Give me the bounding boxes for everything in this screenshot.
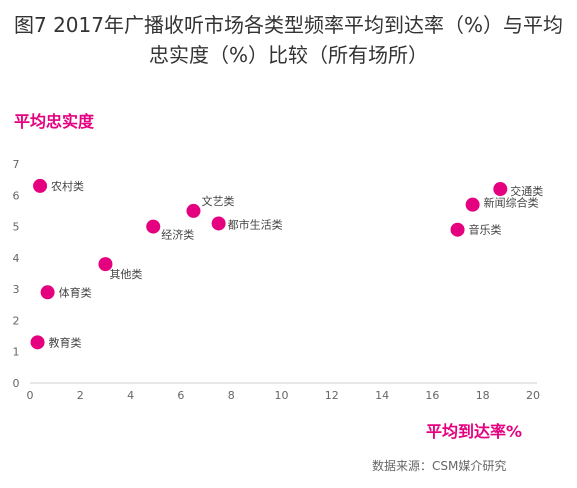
y-tick-label: 2 — [13, 314, 20, 327]
x-tick-label: 6 — [177, 389, 184, 402]
chart-title-line-2: 忠实度（%）比较（所有场所） — [148, 43, 428, 67]
chart-title-line-1: 图7 2017年广播收听市场各类型频率平均到达率（%）与平均 — [14, 13, 563, 37]
data-point-label: 体育类 — [59, 285, 92, 299]
x-tick-label: 12 — [325, 389, 339, 402]
data-point — [493, 182, 508, 197]
x-axis-label: 平均到达率% — [426, 422, 523, 441]
x-tick-label: 0 — [27, 389, 34, 402]
x-tick-label: 2 — [77, 389, 84, 402]
x-tick-label: 16 — [425, 389, 439, 402]
y-tick-label: 0 — [13, 377, 20, 390]
data-point — [211, 216, 226, 231]
data-point — [465, 197, 480, 212]
data-source-note: 数据来源：CSM媒介研究 — [372, 459, 507, 473]
data-point — [30, 335, 45, 350]
chart-title: 图7 2017年广播收听市场各类型频率平均到达率（%）与平均 忠实度（%）比较（… — [0, 10, 577, 70]
data-point-label: 文艺类 — [201, 194, 234, 208]
x-tick-label: 4 — [127, 389, 134, 402]
data-point-label: 农村类 — [51, 179, 84, 193]
data-point — [98, 257, 113, 272]
data-point-label: 经济类 — [161, 228, 194, 242]
data-point-label: 交通类 — [510, 184, 543, 198]
x-tick-label: 20 — [526, 389, 540, 402]
data-point — [186, 203, 201, 218]
y-tick-label: 4 — [13, 252, 20, 265]
y-tick-label: 3 — [13, 283, 20, 296]
y-tick-label: 6 — [13, 189, 20, 202]
data-point — [450, 222, 465, 237]
data-point-label: 其他类 — [109, 267, 142, 281]
data-point-label: 音乐类 — [469, 223, 502, 237]
y-tick-label: 5 — [13, 221, 20, 234]
data-point-label: 教育类 — [49, 335, 82, 349]
x-tick-label: 10 — [275, 389, 289, 402]
y-tick-label: 1 — [13, 346, 20, 359]
y-axis-label: 平均忠实度 — [14, 112, 95, 131]
data-point-label: 新闻综合类 — [484, 196, 539, 210]
y-tick-label: 7 — [13, 158, 20, 171]
data-point-label: 都市生活类 — [228, 217, 283, 231]
x-tick-label: 18 — [476, 389, 490, 402]
data-point — [146, 219, 161, 234]
data-point — [40, 285, 55, 300]
x-tick-label: 14 — [375, 389, 389, 402]
data-point — [33, 178, 48, 193]
x-tick-label: 8 — [228, 389, 235, 402]
